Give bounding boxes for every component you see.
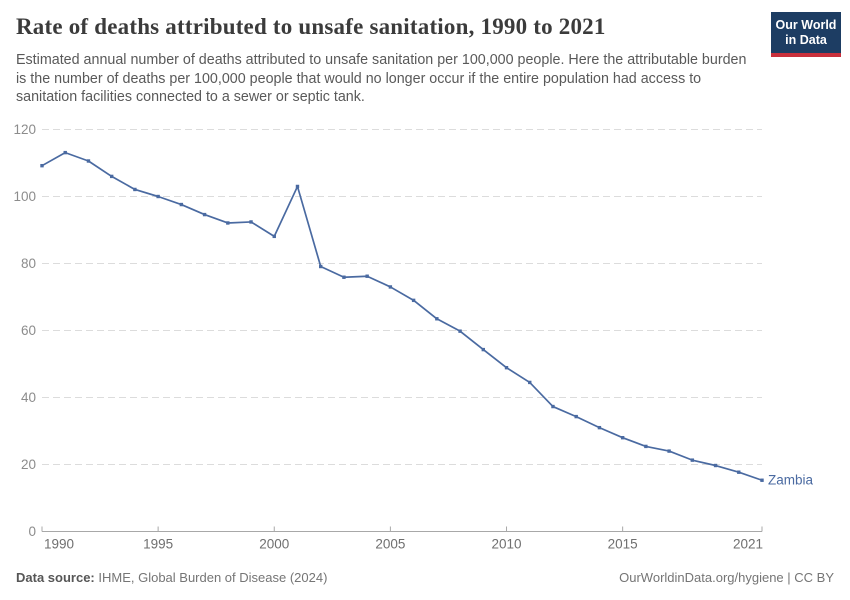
data-point-marker[interactable]	[63, 150, 67, 155]
chart-footer: Data source: IHME, Global Burden of Dise…	[16, 570, 834, 585]
data-point-marker[interactable]	[690, 458, 695, 462]
y-axis-tick-label: 0	[28, 524, 36, 539]
data-point-marker[interactable]	[411, 298, 416, 303]
series-end-label: Zambia	[768, 473, 814, 488]
data-point-marker[interactable]	[760, 478, 764, 482]
data-point-marker[interactable]	[249, 220, 253, 224]
data-point-marker[interactable]	[504, 365, 509, 370]
owid-logo-line2: in Data	[785, 32, 827, 47]
owid-logo-line1: Our World	[775, 17, 837, 32]
data-point-marker[interactable]	[435, 317, 439, 321]
x-axis-tick-label: 2010	[491, 537, 521, 552]
data-point-marker[interactable]	[295, 184, 300, 189]
data-point-marker[interactable]	[86, 159, 91, 163]
y-axis-tick-label: 100	[13, 189, 36, 204]
owid-logo[interactable]: Our World in Data	[771, 12, 841, 57]
data-point-marker[interactable]	[481, 347, 485, 352]
data-point-marker[interactable]	[156, 194, 160, 199]
data-point-marker[interactable]	[551, 404, 555, 409]
footer-separator: |	[783, 570, 795, 585]
y-axis-tick-label: 40	[21, 390, 36, 405]
data-point-marker[interactable]	[388, 285, 393, 289]
data-point-marker[interactable]	[620, 436, 625, 440]
x-axis-tick-label: 2000	[259, 537, 289, 552]
data-point-marker[interactable]	[40, 163, 44, 168]
data-point-marker[interactable]	[667, 449, 671, 453]
data-point-marker[interactable]	[713, 463, 718, 468]
data-point-marker[interactable]	[202, 212, 207, 217]
data-point-marker[interactable]	[342, 275, 346, 279]
data-point-marker[interactable]	[574, 414, 578, 419]
x-axis-tick-label: 1995	[143, 537, 173, 552]
data-point-marker[interactable]	[365, 274, 369, 278]
data-point-marker[interactable]	[179, 202, 184, 207]
data-point-marker[interactable]	[109, 174, 114, 179]
data-point-marker[interactable]	[528, 380, 532, 385]
data-point-marker[interactable]	[737, 470, 741, 474]
data-point-marker[interactable]	[644, 444, 648, 449]
y-axis-tick-label: 80	[21, 256, 36, 271]
data-source-text: IHME, Global Burden of Disease (2024)	[94, 570, 328, 585]
license-label: CC BY	[794, 570, 834, 585]
data-point-marker[interactable]	[133, 187, 137, 192]
data-source-label: Data source:	[16, 570, 95, 585]
y-axis-tick-label: 120	[13, 122, 36, 137]
x-axis-tick-label: 2005	[375, 537, 405, 552]
footer-links: OurWorldinData.org/hygiene | CC BY	[619, 570, 834, 585]
data-point-marker[interactable]	[272, 234, 276, 239]
y-axis-tick-label: 60	[21, 323, 36, 338]
data-source: Data source: IHME, Global Burden of Dise…	[16, 570, 327, 585]
data-point-marker[interactable]	[319, 264, 323, 269]
owid-url-link[interactable]: OurWorldinData.org/hygiene	[619, 570, 784, 585]
chart-subtitle: Estimated annual number of deaths attrib…	[16, 52, 747, 105]
x-axis-tick-label: 1990	[44, 537, 74, 552]
x-axis-tick-label: 2021	[733, 537, 763, 552]
data-point-marker[interactable]	[226, 221, 230, 225]
data-line[interactable]	[41, 151, 763, 482]
data-point-marker[interactable]	[458, 329, 462, 333]
x-axis-tick-label: 2015	[608, 537, 638, 552]
data-point-marker[interactable]	[597, 425, 602, 430]
y-axis-tick-label: 20	[21, 457, 36, 472]
page-title: Rate of deaths attributed to unsafe sani…	[16, 14, 606, 39]
